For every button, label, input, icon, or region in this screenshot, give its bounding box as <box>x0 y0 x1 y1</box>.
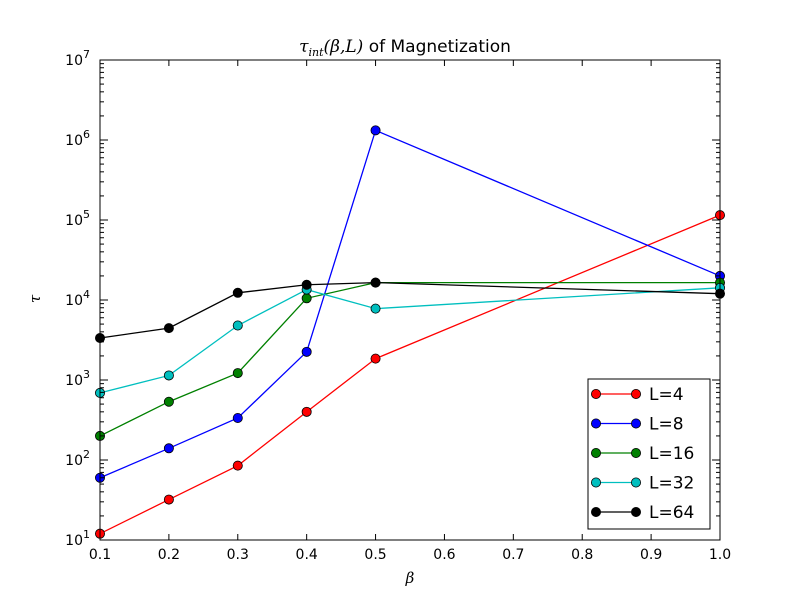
x-tick-label: 0.9 <box>640 547 662 563</box>
x-tick-label: 0.1 <box>89 547 111 563</box>
x-tick-label: 0.8 <box>571 547 593 563</box>
y-tick-label: 102 <box>65 448 90 469</box>
y-axis-label: τ <box>26 294 44 303</box>
legend-label: L=4 <box>649 385 684 405</box>
data-point <box>370 277 381 288</box>
title-tau: τ <box>299 37 309 57</box>
legend-marker <box>591 447 602 458</box>
data-point <box>163 443 174 454</box>
legend: L=4 L=8 L=16 L=32 L=64 <box>587 378 711 530</box>
x-tick-label: 0.5 <box>364 547 386 563</box>
title-args: (β,L) <box>324 37 364 57</box>
legend-marker <box>591 418 602 429</box>
data-point <box>301 293 312 304</box>
data-point <box>232 412 243 423</box>
legend-box <box>587 378 711 530</box>
legend-marker <box>631 388 642 399</box>
series-line <box>99 281 720 437</box>
x-tick-label: 0.3 <box>227 547 249 563</box>
data-point <box>163 396 174 407</box>
chart-title: τint(β,L) of Magnetization <box>299 37 511 59</box>
data-point <box>232 320 243 331</box>
data-point <box>232 460 243 471</box>
legend-label: L=16 <box>649 444 694 464</box>
data-point <box>301 279 312 290</box>
x-tick-label: 0.7 <box>502 547 524 563</box>
x-tick-label: 0.2 <box>158 547 180 563</box>
series-line <box>99 287 721 394</box>
y-tick-label: 101 <box>65 528 90 549</box>
data-point <box>232 287 243 298</box>
legend-marker <box>591 388 602 399</box>
series-layer <box>95 125 726 539</box>
title-subscript: int <box>308 46 324 59</box>
data-point <box>370 125 381 136</box>
legend-marker <box>591 506 602 517</box>
data-point <box>163 494 174 505</box>
title-suffix: of Magnetization <box>363 37 511 57</box>
data-point <box>301 346 312 357</box>
legend-label: L=64 <box>649 503 694 523</box>
y-tick-label: 103 <box>65 368 90 389</box>
legend-marker <box>631 506 642 517</box>
legend-marker <box>631 447 642 458</box>
x-tick-label: 0.4 <box>296 547 318 563</box>
series-L=4 <box>95 210 726 539</box>
data-point <box>163 370 174 381</box>
data-point <box>370 353 381 364</box>
legend-label: L=32 <box>649 474 694 494</box>
y-tick-label: 104 <box>65 288 90 309</box>
data-point <box>232 368 243 379</box>
legend-marker <box>631 477 642 488</box>
series-line <box>99 129 721 479</box>
y-tick-label: 105 <box>65 208 90 229</box>
x-tick-label: 0.6 <box>433 547 455 563</box>
series-L=8 <box>95 125 726 483</box>
legend-marker <box>591 477 602 488</box>
ticks-layer: 0.1 0.2 0.3 0.4 0.5 0.6 0.7 0.8 0.9 1.0 101 102 103 1… <box>65 48 731 563</box>
data-point <box>370 303 381 314</box>
legend-label: L=8 <box>649 415 684 435</box>
x-axis-label: β <box>405 569 415 587</box>
data-point <box>301 406 312 417</box>
series-line <box>99 281 721 339</box>
legend-marker <box>631 418 642 429</box>
y-tick-label: 106 <box>65 128 90 149</box>
data-point <box>163 323 174 334</box>
y-tick-label: 107 <box>65 48 90 69</box>
plot-frame <box>99 59 721 541</box>
series-line <box>99 214 721 535</box>
x-tick-label: 1.0 <box>709 547 731 563</box>
